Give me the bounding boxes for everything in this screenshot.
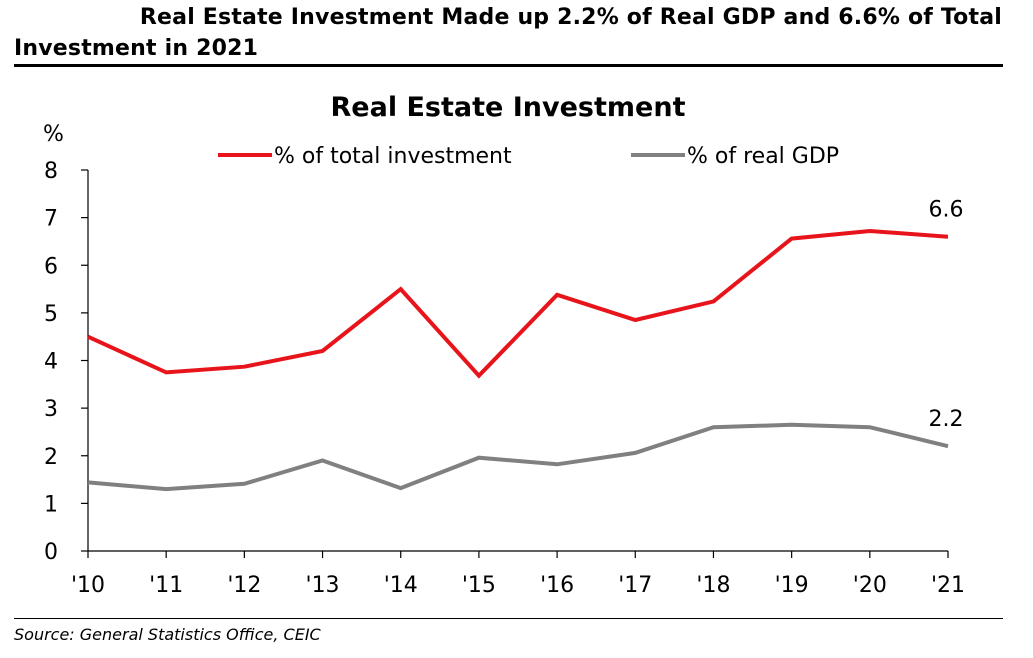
- y-tick-label: 4: [44, 350, 58, 375]
- data-point: [633, 451, 637, 455]
- data-point: [399, 287, 403, 291]
- x-tick-label: '11: [149, 573, 183, 598]
- y-tick-label: 1: [44, 492, 58, 517]
- y-tick-label: 6: [44, 254, 58, 279]
- bottom-divider: [14, 618, 1003, 619]
- data-point: [555, 293, 559, 297]
- series-line-real-gdp: [87, 422, 949, 492]
- y-tick-label: 0: [44, 540, 58, 565]
- data-point: [242, 365, 246, 369]
- end-value-label: 2.2: [929, 407, 964, 432]
- x-tick-label: '18: [696, 573, 730, 598]
- data-point: [86, 335, 90, 339]
- x-tick-label: '19: [775, 573, 809, 598]
- y-axis-unit-label: %: [43, 122, 64, 147]
- headline-line-2: Investment in 2021: [14, 36, 259, 61]
- y-tick-label: 8: [44, 159, 58, 184]
- data-point: [868, 425, 872, 429]
- data-point: [321, 349, 325, 353]
- data-point: [242, 482, 246, 486]
- x-tick-label: '12: [227, 573, 261, 598]
- data-point: [711, 299, 715, 303]
- end-value-label: 6.6: [929, 198, 964, 223]
- data-point: [868, 229, 872, 233]
- line-chart: Real Estate Investment % of total invest…: [43, 92, 965, 598]
- data-point: [86, 480, 90, 484]
- x-tick-label: '17: [618, 573, 652, 598]
- data-point: [946, 235, 950, 239]
- source-note: Source: General Statistics Office, CEIC: [14, 625, 321, 644]
- data-point: [321, 459, 325, 463]
- data-point: [477, 374, 481, 378]
- x-tick-label: '16: [540, 573, 574, 598]
- y-tick-label: 5: [44, 302, 58, 327]
- series-line-total-investment: [87, 228, 949, 379]
- series-layer: 6.6 2.2: [86, 198, 964, 492]
- data-point: [555, 462, 559, 466]
- chart-title: Real Estate Investment: [331, 92, 686, 123]
- x-tick-label: '14: [384, 573, 418, 598]
- data-point: [711, 425, 715, 429]
- legend-label-total-investment: % of total investment: [274, 144, 512, 169]
- x-axis: '10 '11 '12 '13 '14 '15 '16 '17 '18 '19 '20 '21: [71, 551, 965, 598]
- data-point: [946, 444, 950, 448]
- y-tick-label: 7: [44, 207, 58, 232]
- x-tick-label: '15: [462, 573, 496, 598]
- x-tick-label: '13: [306, 573, 340, 598]
- y-tick-label: 2: [44, 445, 58, 470]
- legend-label-real-gdp: % of real GDP: [687, 144, 839, 169]
- headline-line-1: Real Estate Investment Made up 2.2% of R…: [139, 5, 1002, 30]
- headline: Real Estate Investment Made up 2.2% of R…: [14, 2, 1014, 64]
- y-axis: 0 1 2 3 4 5 6 7 8: [44, 159, 88, 565]
- data-point: [477, 456, 481, 460]
- data-point: [164, 370, 168, 374]
- data-point: [399, 486, 403, 490]
- x-tick-label: '21: [931, 573, 965, 598]
- data-point: [790, 237, 794, 241]
- x-tick-label: '20: [853, 573, 887, 598]
- data-point: [790, 423, 794, 427]
- data-point: [164, 487, 168, 491]
- top-divider: [14, 64, 1003, 67]
- data-point: [633, 318, 637, 322]
- y-tick-label: 3: [44, 397, 58, 422]
- x-tick-label: '10: [71, 573, 105, 598]
